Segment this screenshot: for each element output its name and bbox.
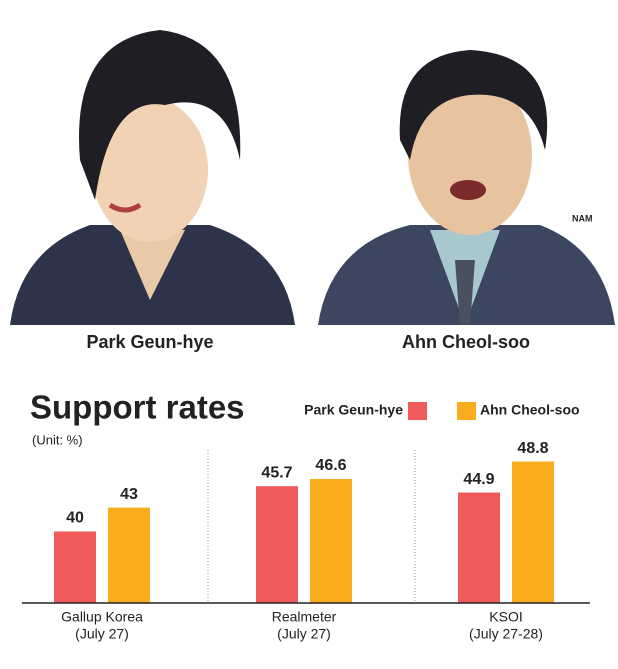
chart-title: Support rates: [30, 389, 245, 426]
signature: NAM: [572, 213, 593, 223]
x-tick-label: KSOI: [489, 609, 522, 625]
portrait-park: [10, 30, 295, 325]
x-tick-note: (July 27-28): [469, 626, 543, 642]
legend-swatch: [408, 402, 427, 420]
bar: [458, 492, 500, 603]
legend-label: Ahn Cheol-soo: [480, 402, 580, 418]
value-label: 43: [120, 486, 138, 503]
x-tick-note: (July 27): [75, 626, 129, 642]
bar: [108, 507, 150, 603]
x-tick-label: Gallup Korea: [61, 609, 143, 625]
value-label: 48.8: [517, 440, 548, 457]
bar: [256, 486, 298, 603]
portrait-name: Ahn Cheol-soo: [402, 332, 530, 352]
bar: [512, 461, 554, 603]
legend-swatch: [457, 402, 476, 420]
value-label: 45.7: [261, 464, 292, 481]
value-label: 40: [66, 510, 84, 527]
x-tick-label: Realmeter: [272, 609, 337, 625]
bar: [310, 479, 352, 603]
value-label: 44.9: [463, 471, 494, 488]
portrait-ahn: [318, 50, 615, 325]
legend-label: Park Geun-hye: [304, 402, 403, 418]
value-label: 46.6: [315, 457, 346, 474]
chart-subtitle: (Unit: %): [32, 432, 83, 447]
portrait-name: Park Geun-hye: [86, 332, 213, 352]
bar: [54, 531, 96, 603]
x-tick-note: (July 27): [277, 626, 331, 642]
